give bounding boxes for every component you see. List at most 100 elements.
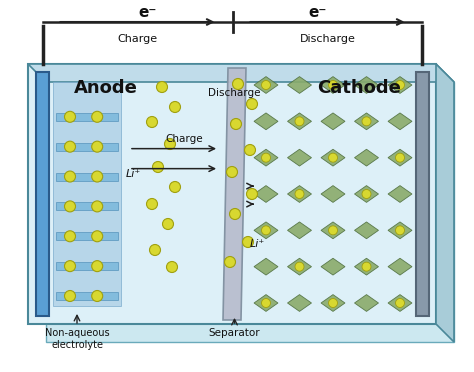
- Circle shape: [328, 298, 337, 308]
- Polygon shape: [254, 77, 278, 93]
- Circle shape: [362, 189, 371, 199]
- Text: Anode: Anode: [74, 79, 138, 97]
- Polygon shape: [288, 113, 311, 130]
- Polygon shape: [388, 186, 412, 202]
- Polygon shape: [28, 64, 454, 82]
- Polygon shape: [254, 113, 278, 130]
- Polygon shape: [321, 113, 345, 130]
- Polygon shape: [321, 295, 345, 311]
- Bar: [56, 143, 118, 151]
- Circle shape: [163, 218, 173, 230]
- Polygon shape: [355, 186, 379, 202]
- Circle shape: [262, 153, 271, 162]
- Circle shape: [295, 117, 304, 126]
- Text: Discharge: Discharge: [300, 34, 356, 44]
- Circle shape: [64, 171, 75, 182]
- Polygon shape: [254, 295, 278, 311]
- Polygon shape: [321, 149, 345, 166]
- Text: Li⁺: Li⁺: [126, 169, 141, 179]
- Circle shape: [64, 111, 75, 122]
- Circle shape: [170, 102, 181, 112]
- Circle shape: [227, 167, 237, 177]
- Bar: [56, 232, 118, 240]
- Polygon shape: [355, 113, 379, 130]
- Circle shape: [64, 201, 75, 212]
- Bar: [53, 82, 121, 306]
- Text: Charge: Charge: [165, 134, 203, 144]
- Polygon shape: [355, 149, 379, 166]
- Circle shape: [230, 119, 241, 129]
- Polygon shape: [388, 113, 412, 130]
- Circle shape: [225, 257, 236, 267]
- Circle shape: [146, 199, 157, 209]
- Polygon shape: [388, 222, 412, 239]
- Circle shape: [245, 144, 255, 155]
- Text: Discharge: Discharge: [208, 88, 261, 98]
- Text: e⁻: e⁻: [308, 5, 327, 20]
- Polygon shape: [355, 77, 379, 93]
- Polygon shape: [254, 186, 278, 202]
- Polygon shape: [254, 222, 278, 239]
- Polygon shape: [321, 222, 345, 239]
- Polygon shape: [436, 64, 454, 342]
- Polygon shape: [288, 149, 311, 166]
- Text: Charge: Charge: [118, 34, 157, 44]
- Circle shape: [156, 81, 167, 93]
- Polygon shape: [288, 186, 311, 202]
- Text: Cathode: Cathode: [317, 79, 401, 97]
- Bar: [56, 173, 118, 180]
- Circle shape: [170, 182, 181, 192]
- Polygon shape: [321, 186, 345, 202]
- Polygon shape: [388, 77, 412, 93]
- Polygon shape: [288, 295, 311, 311]
- Polygon shape: [288, 77, 311, 93]
- Circle shape: [153, 161, 164, 173]
- Circle shape: [262, 298, 271, 308]
- Circle shape: [395, 80, 404, 90]
- Polygon shape: [321, 258, 345, 275]
- Circle shape: [91, 261, 103, 272]
- Circle shape: [328, 153, 337, 162]
- Circle shape: [64, 231, 75, 242]
- Polygon shape: [288, 222, 311, 239]
- Text: Non-aqueous
electrolyte: Non-aqueous electrolyte: [45, 328, 109, 350]
- Circle shape: [362, 117, 371, 126]
- Circle shape: [328, 226, 337, 235]
- Circle shape: [295, 262, 304, 271]
- Circle shape: [246, 189, 257, 199]
- Bar: [28, 64, 436, 324]
- Circle shape: [91, 171, 103, 182]
- Bar: [36, 72, 49, 316]
- Polygon shape: [321, 77, 345, 93]
- Circle shape: [91, 141, 103, 152]
- Circle shape: [91, 201, 103, 212]
- Bar: [46, 82, 454, 342]
- Circle shape: [166, 262, 177, 273]
- Circle shape: [246, 99, 257, 109]
- Circle shape: [233, 78, 244, 90]
- Bar: [56, 292, 118, 300]
- Circle shape: [362, 262, 371, 271]
- Polygon shape: [388, 295, 412, 311]
- Circle shape: [91, 231, 103, 242]
- Circle shape: [64, 141, 75, 152]
- Circle shape: [64, 261, 75, 272]
- Text: Separator: Separator: [209, 328, 260, 338]
- Circle shape: [262, 226, 271, 235]
- Circle shape: [229, 208, 240, 219]
- Text: Li⁺: Li⁺: [250, 240, 265, 249]
- Polygon shape: [388, 258, 412, 275]
- Polygon shape: [254, 258, 278, 275]
- Polygon shape: [355, 295, 379, 311]
- Circle shape: [91, 291, 103, 301]
- Polygon shape: [288, 258, 311, 275]
- Circle shape: [146, 116, 157, 128]
- Circle shape: [91, 111, 103, 122]
- Polygon shape: [254, 149, 278, 166]
- Bar: [56, 113, 118, 121]
- Text: e⁻: e⁻: [138, 5, 157, 20]
- Circle shape: [64, 291, 75, 301]
- Bar: [56, 202, 118, 211]
- Circle shape: [243, 237, 254, 247]
- Circle shape: [395, 226, 404, 235]
